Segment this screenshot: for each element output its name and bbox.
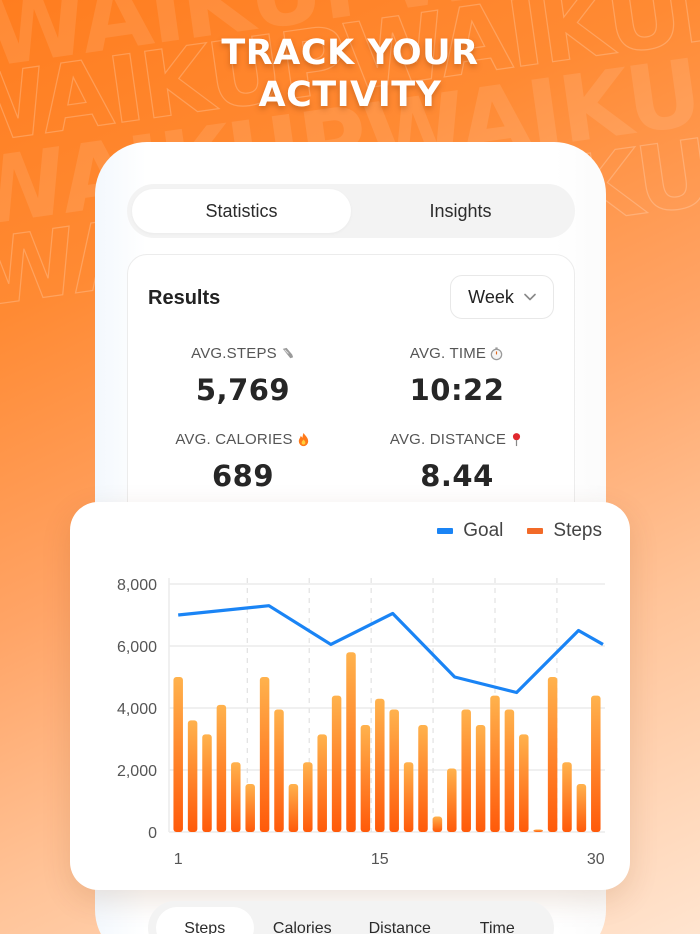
stat-value: 10:22 (409, 373, 505, 407)
tab-steps[interactable]: Steps (156, 907, 254, 934)
steps-bar (346, 652, 356, 832)
steps-bar (288, 783, 299, 832)
goal-swatch-icon (437, 528, 454, 534)
steps-bars (173, 652, 601, 832)
steps-bar (173, 677, 183, 832)
svg-text:2,000: 2,000 (117, 763, 157, 780)
chart-gridlines (168, 578, 605, 833)
tab-statistics[interactable]: Statistics (132, 189, 351, 233)
steps-bar (303, 762, 313, 832)
steps-bar (591, 695, 601, 832)
x-axis-labels: 1 15 30 (174, 851, 605, 868)
legend-item-goal[interactable]: Goal (437, 520, 503, 542)
svg-text:30: 30 (587, 851, 605, 868)
steps-bar (418, 725, 428, 832)
steps-bar (533, 829, 543, 832)
stopwatch-icon (490, 347, 503, 361)
steps-bar (461, 709, 471, 832)
steps-bar (547, 677, 558, 832)
steps-bar-chart: 0 2,000 4,000 6,000 8,000 1 15 30 (117, 577, 605, 868)
stat-avg-distance: AVG. DISTANCE 8.44 (352, 431, 562, 493)
steps-bar (317, 734, 327, 832)
steps-bar (202, 734, 212, 832)
y-axis-labels: 0 2,000 4,000 6,000 8,000 (117, 577, 157, 842)
legend-item-steps[interactable]: Steps (527, 520, 602, 542)
stat-value: 5,769 (195, 373, 291, 407)
metric-segmented-control: Steps Calories Distance Time (148, 901, 554, 934)
steps-bar (490, 695, 500, 832)
sneaker-icon (282, 347, 293, 359)
stat-value: 8.44 (420, 459, 494, 493)
stat-value: 689 (211, 459, 275, 493)
steps-bar (447, 768, 457, 832)
steps-bar (259, 677, 270, 832)
steps-bar (504, 709, 515, 832)
view-segmented-control: Statistics Insights (127, 184, 575, 238)
goal-line (178, 604, 604, 695)
steps-bar (375, 698, 385, 832)
steps-bar (274, 709, 284, 832)
steps-bar (576, 783, 587, 832)
steps-bar (403, 762, 414, 832)
steps-bar (389, 709, 399, 832)
stat-avg-time: AVG. TIME 10:22 (352, 345, 562, 407)
legend-label: Steps (553, 520, 602, 541)
steps-bar (432, 816, 443, 832)
steps-bar (231, 762, 241, 832)
steps-bar (562, 762, 572, 832)
steps-chart-card: Goal Steps 0 2,000 4,000 6,000 8,000 1 15 30 (70, 502, 630, 890)
stat-avg-calories: AVG. CALORIES 689 (138, 431, 348, 493)
stat-label: AVG. TIME (409, 345, 487, 362)
steps-bar (360, 725, 371, 832)
svg-text:15: 15 (371, 851, 389, 868)
stat-label: AVG. CALORIES (175, 431, 293, 448)
stat-label: AVG.STEPS (191, 345, 277, 362)
tab-distance[interactable]: Distance (368, 920, 431, 934)
svg-text:0: 0 (148, 825, 157, 842)
svg-text:8,000: 8,000 (117, 577, 157, 594)
steps-bar (475, 725, 486, 832)
results-title: Results (148, 287, 221, 309)
legend-label: Goal (463, 520, 504, 541)
period-selected: Week (468, 286, 514, 307)
page-headline: TRACK YOUR ACTIVITY (0, 32, 700, 116)
svg-text:1: 1 (174, 851, 183, 868)
period-dropdown[interactable]: Week (450, 275, 554, 319)
tab-time[interactable]: Time (479, 920, 515, 934)
chevron-down-icon (524, 293, 536, 301)
headline-line-1: TRACK YOUR (221, 33, 479, 73)
steps-bar (187, 720, 198, 832)
svg-text:4,000: 4,000 (117, 701, 157, 718)
steps-bar (331, 695, 342, 832)
chart-legend: Goal Steps (437, 520, 602, 542)
tab-insights[interactable]: Insights (429, 200, 492, 221)
stat-avg-steps: AVG.STEPS 5,769 (138, 345, 348, 407)
pin-icon (513, 433, 521, 447)
tab-calories[interactable]: Calories (272, 920, 332, 934)
fire-icon (298, 432, 308, 447)
steps-bar (216, 704, 227, 832)
headline-line-2: ACTIVITY (258, 75, 442, 115)
steps-bar (245, 783, 255, 832)
stat-label: AVG. DISTANCE (389, 431, 507, 448)
svg-text:6,000: 6,000 (117, 639, 157, 656)
steps-bar (519, 734, 529, 832)
steps-swatch-icon (527, 528, 544, 534)
